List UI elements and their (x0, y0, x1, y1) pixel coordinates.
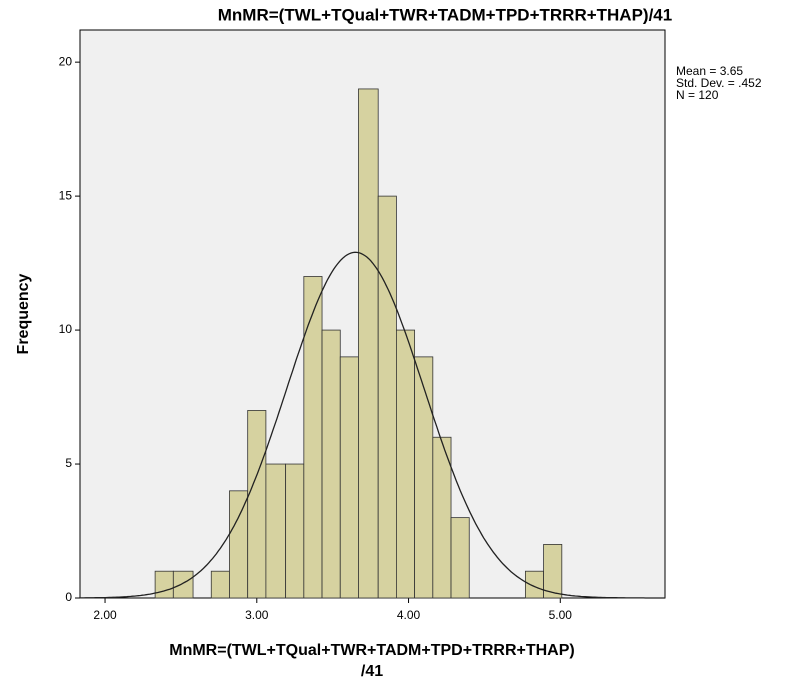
bar (265, 463, 287, 599)
bar (339, 356, 359, 599)
stat-label: N = 120 (676, 88, 719, 102)
x-axis-label: MnMR=(TWL+TQual+TWR+TADM+TPD+TRRR+THAP) (169, 642, 574, 659)
bar (303, 276, 323, 599)
chart-title: MnMR=(TWL+TQual+TWR+TADM+TPD+TRRR+THAP)/… (218, 5, 672, 24)
bar (154, 570, 174, 599)
bar (247, 410, 267, 599)
y-tick-label: 15 (59, 188, 73, 202)
x-tick-label: 5.00 (549, 608, 573, 622)
x-tick-label: 2.00 (93, 608, 117, 622)
bar (377, 195, 397, 599)
bar (524, 570, 544, 599)
bar (285, 463, 305, 599)
bar (414, 356, 434, 599)
normal-curve (80, 251, 665, 599)
y-tick-label: 5 (65, 456, 72, 470)
x-tick-label: 4.00 (397, 608, 421, 622)
x-axis-label: /41 (361, 663, 383, 680)
y-axis-label: Frequency (15, 273, 32, 354)
x-tick-label: 3.00 (245, 608, 269, 622)
bar (396, 329, 416, 599)
bar (358, 88, 379, 599)
bar (210, 570, 230, 599)
y-tick-label: 20 (59, 54, 73, 68)
stat-label: Std. Dev. = .452 (676, 76, 762, 90)
stat-label: Mean = 3.65 (676, 64, 743, 78)
bar (450, 517, 470, 599)
bar (229, 490, 249, 599)
bar (321, 329, 341, 599)
y-tick-label: 10 (59, 322, 73, 336)
bar (172, 570, 194, 599)
y-tick-label: 0 (65, 590, 72, 604)
bar (543, 544, 563, 599)
